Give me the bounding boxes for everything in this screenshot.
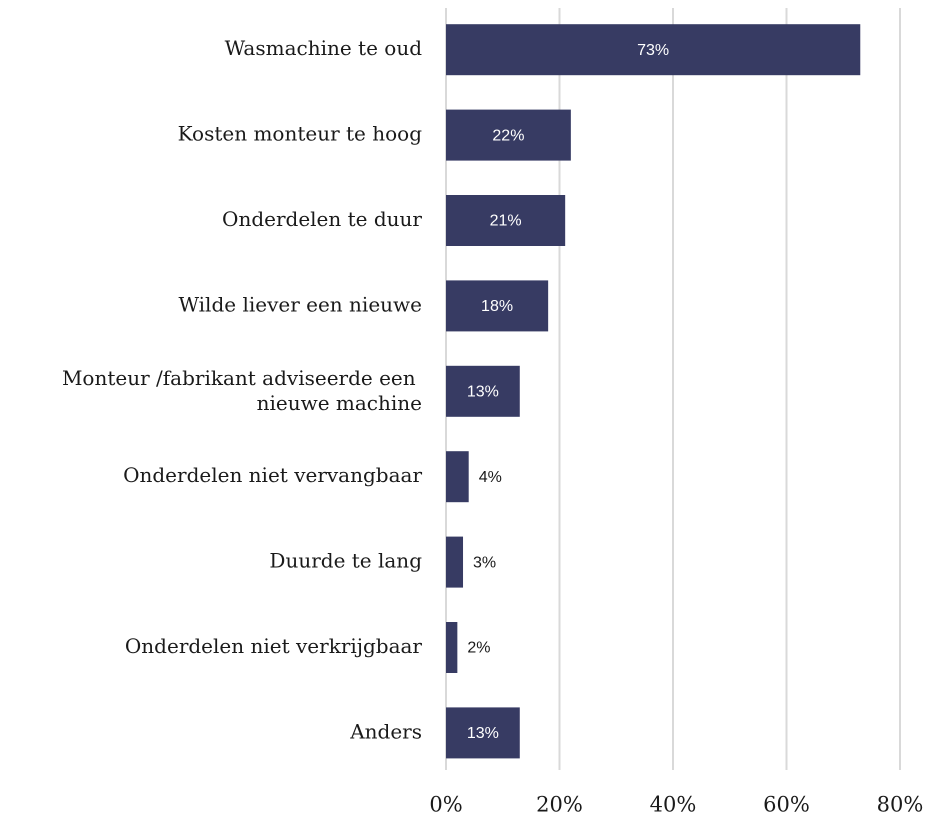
bar xyxy=(446,536,464,588)
x-tick-label: 80% xyxy=(877,793,924,817)
bar xyxy=(446,195,566,246)
value-label: 4% xyxy=(479,469,502,486)
bar xyxy=(446,280,549,332)
bar xyxy=(446,24,861,76)
bar xyxy=(446,707,520,759)
x-tick-label: 20% xyxy=(536,793,583,817)
category-label: Monteur /fabrikant adviseerde een nieuwe… xyxy=(62,365,422,414)
value-label: 21% xyxy=(490,213,522,230)
bar xyxy=(446,451,469,503)
value-label: 18% xyxy=(481,298,513,315)
category-label: Kosten monteur te hoog xyxy=(178,122,423,146)
value-label: 13% xyxy=(467,725,499,742)
category-label: Wilde liever een nieuwe xyxy=(178,292,422,316)
bar xyxy=(446,109,571,161)
category-label: Onderdelen niet verkrijgbaar xyxy=(125,634,423,658)
bar xyxy=(446,365,520,417)
category-label: Onderdelen te duur xyxy=(222,207,422,231)
value-label: 73% xyxy=(637,42,669,59)
bar xyxy=(446,622,458,673)
category-label: Anders xyxy=(349,719,422,743)
x-tick-label: 0% xyxy=(429,793,462,817)
value-label: 3% xyxy=(473,554,496,571)
category-label: Onderdelen niet vervangbaar xyxy=(123,463,422,487)
value-label: 22% xyxy=(492,127,524,144)
value-label: 13% xyxy=(467,384,499,401)
x-tick-label: 40% xyxy=(650,793,697,817)
category-label: Wasmachine te oud xyxy=(225,36,423,60)
x-tick-label: 60% xyxy=(763,793,810,817)
value-label: 2% xyxy=(467,640,490,657)
category-label: Duurde te lang xyxy=(269,549,422,573)
